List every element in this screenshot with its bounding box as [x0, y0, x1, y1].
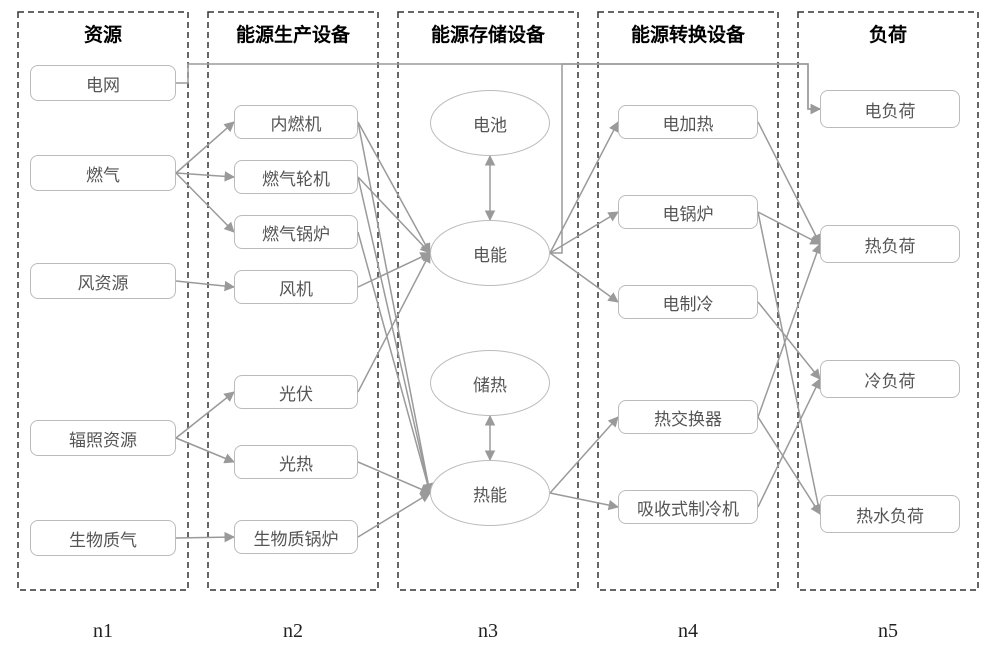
node-wind_turb: 风机	[234, 270, 358, 304]
node-heat: 热能	[430, 460, 550, 526]
column-footer: n4	[598, 620, 778, 643]
energy-system-diagram: 资源 n1 能源生产设备 n2 能源存储设备 n3 能源转换设备 n4 负荷 n5 电网燃气风资源辐…	[0, 0, 1000, 666]
node-elec_cool: 电制冷	[618, 285, 758, 319]
node-heat_stor: 储热	[430, 350, 550, 416]
node-elec_load: 电负荷	[820, 90, 960, 128]
node-rad_res: 辐照资源	[30, 420, 176, 456]
column-footer: n3	[398, 620, 578, 643]
column-footer: n1	[18, 620, 188, 643]
node-bio_boiler: 生物质锅炉	[234, 520, 358, 554]
column-header: 能源转换设备	[598, 20, 778, 47]
node-hx: 热交换器	[618, 400, 758, 434]
node-cool_load: 冷负荷	[820, 360, 960, 398]
node-battery: 电池	[430, 90, 550, 156]
node-pv: 光伏	[234, 375, 358, 409]
column-header: 能源生产设备	[208, 20, 378, 47]
node-gt: 燃气轮机	[234, 160, 358, 194]
node-wind_res: 风资源	[30, 263, 176, 299]
node-gas: 燃气	[30, 155, 176, 191]
column-footer: n5	[798, 620, 978, 643]
column-header: 能源存储设备	[398, 20, 578, 47]
node-heat_load: 热负荷	[820, 225, 960, 263]
column-header: 负荷	[798, 20, 978, 47]
node-elec_heat: 电加热	[618, 105, 758, 139]
node-hw_load: 热水负荷	[820, 495, 960, 533]
node-grid: 电网	[30, 65, 176, 101]
node-biomass: 生物质气	[30, 520, 176, 556]
node-solar_heat: 光热	[234, 445, 358, 479]
node-elec: 电能	[430, 220, 550, 286]
node-ice: 内燃机	[234, 105, 358, 139]
node-elec_boiler: 电锅炉	[618, 195, 758, 229]
node-abs_chill: 吸收式制冷机	[618, 490, 758, 524]
column-header: 资源	[18, 20, 188, 47]
column-footer: n2	[208, 620, 378, 643]
node-gas_boiler: 燃气锅炉	[234, 215, 358, 249]
